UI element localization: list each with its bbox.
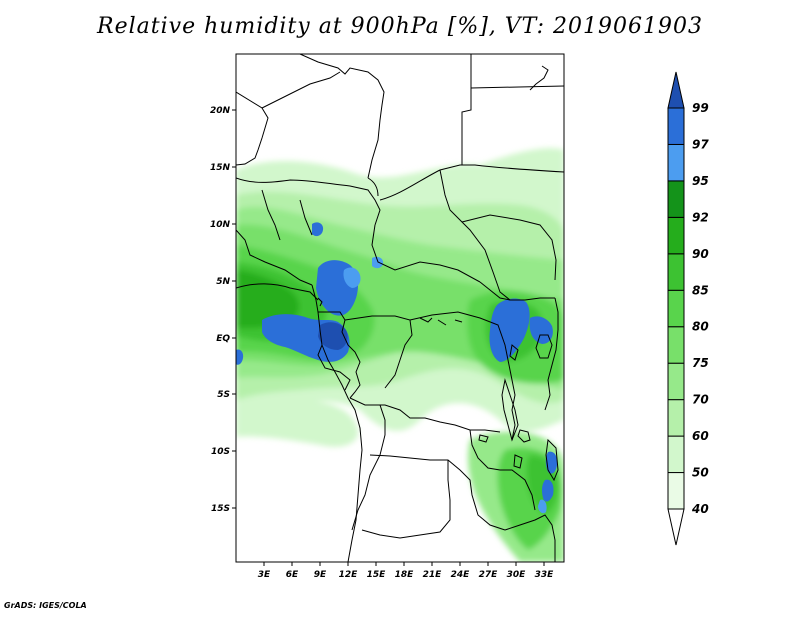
lon-label: 33E [535, 570, 555, 580]
lon-label: 24E [451, 570, 471, 580]
lon-label: 18E [395, 570, 415, 580]
lon-label: 21E [423, 570, 443, 580]
lat-label: EQ [216, 334, 230, 344]
colorbar-label: 90 [692, 247, 709, 261]
colorbar-label: 70 [692, 393, 709, 407]
lon-label: 30E [507, 570, 527, 580]
colorbar-segment [667, 143, 685, 182]
political-borders [236, 54, 564, 562]
grads-credit: GrADS: IGES/COLA [4, 601, 87, 610]
colorbar-label: 40 [691, 502, 709, 516]
lat-label: 5S [217, 390, 230, 400]
colorbar-label: 85 [692, 283, 709, 297]
lat-label: 10S [211, 447, 230, 457]
latitude-labels: 20N 15N 10N 5N EQ 5S 10S 15S [210, 106, 231, 514]
colorbar-segment [667, 508, 685, 546]
map-title: Relative humidity at 900hPa [%], VT: 201… [97, 14, 703, 39]
lon-label: 3E [258, 570, 271, 580]
lon-label: 15E [367, 570, 387, 580]
colorbar-segment [667, 216, 685, 255]
colorbar-segment [667, 362, 685, 401]
colorbar-label: 97 [692, 137, 709, 151]
colorbar-segment [667, 399, 685, 437]
colorbar-segment [667, 71, 685, 109]
colorbar-label: 75 [692, 356, 709, 370]
colorbar-segment [667, 326, 685, 364]
colorbar-segment [667, 253, 685, 291]
axis-ticks [232, 109, 545, 566]
lon-label: 9E [314, 570, 327, 580]
colorbar-label: 60 [692, 429, 709, 443]
lat-label: 20N [210, 106, 231, 116]
colorbar: 40 50 60 70 75 80 85 90 92 95 97 99 [667, 71, 709, 546]
lat-label: 15N [210, 163, 231, 173]
lon-label: 12E [339, 570, 359, 580]
colorbar-segment [667, 180, 685, 218]
colorbar-segment [667, 472, 685, 510]
colorbar-segment [667, 435, 685, 474]
colorbar-segment [667, 289, 685, 328]
colorbar-label: 95 [692, 174, 709, 188]
colorbar-label: 99 [692, 101, 709, 115]
longitude-labels: 3E 6E 9E 12E 15E 18E 21E 24E 27E 30E 33E [258, 570, 554, 580]
map-frame [235, 53, 565, 563]
colorbar-label: 92 [692, 210, 709, 224]
colorbar-label: 80 [692, 320, 709, 334]
humidity-field [236, 54, 564, 562]
colorbar-segment [667, 107, 685, 145]
lat-label: 5N [216, 277, 230, 287]
lon-label: 27E [479, 570, 499, 580]
lon-label: 6E [286, 570, 299, 580]
lat-label: 10N [210, 220, 231, 230]
colorbar-label: 50 [692, 466, 709, 480]
lat-label: 15S [211, 504, 230, 514]
